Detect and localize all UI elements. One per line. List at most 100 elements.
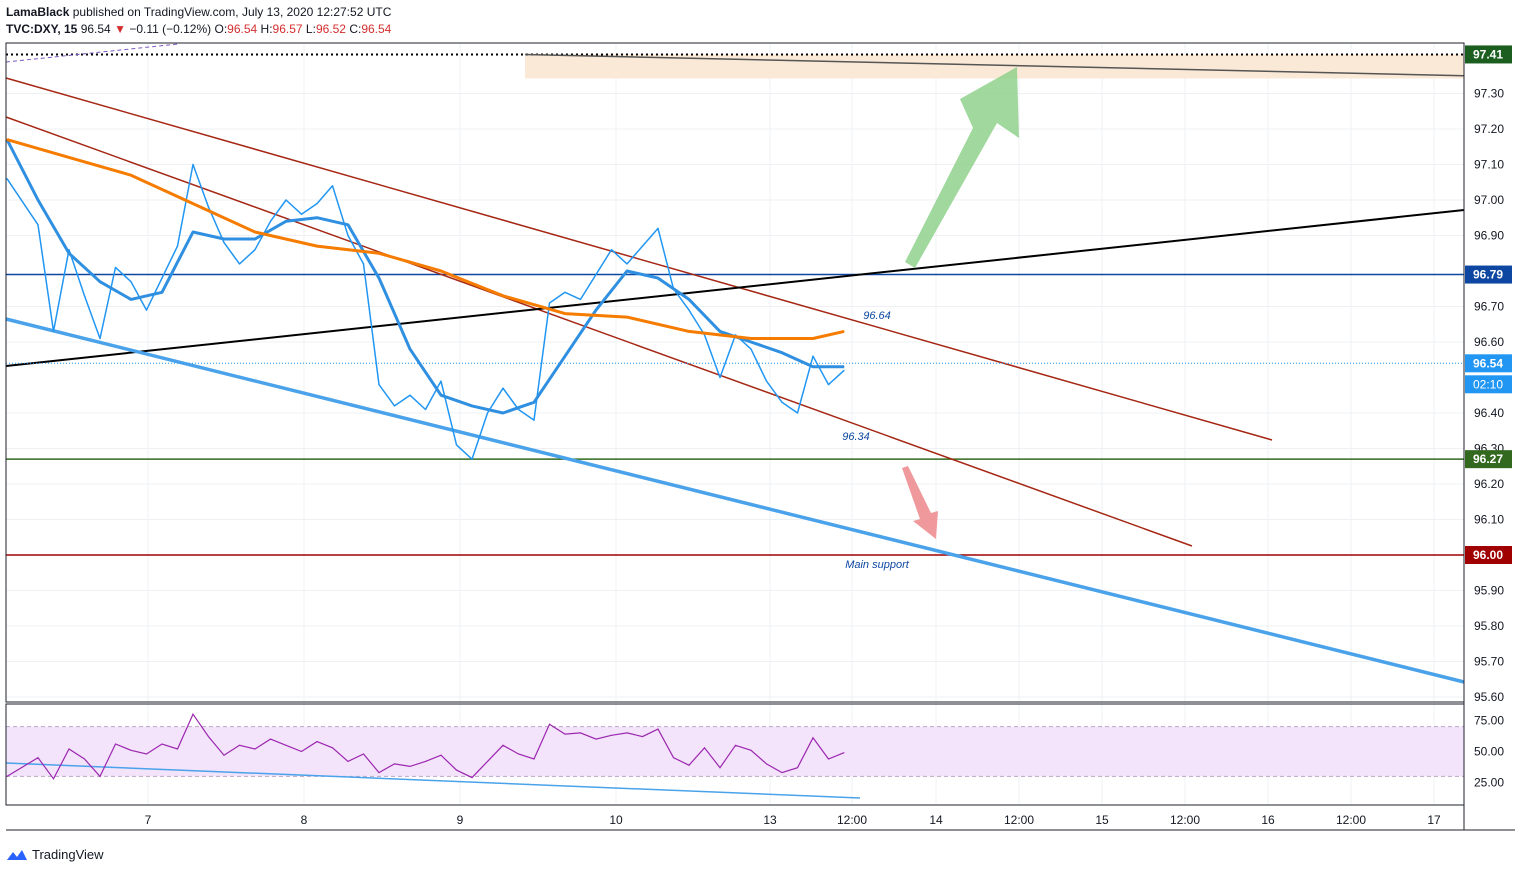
- data-point: [766, 763, 767, 765]
- data-point: [331, 185, 334, 187]
- data-point: [207, 206, 210, 208]
- data-point: [161, 291, 163, 293]
- data-point: [254, 238, 256, 240]
- symbol-label[interactable]: TVC:DXY, 15: [6, 22, 78, 36]
- data-point: [797, 767, 798, 769]
- data-point: [6, 178, 8, 180]
- chart-header: LamaBlack published on TradingView.com, …: [6, 4, 391, 38]
- data-point: [130, 298, 132, 300]
- data-point: [378, 384, 380, 386]
- data-point: [440, 270, 442, 272]
- down-arrow-icon: ▼: [114, 22, 126, 36]
- data-point: [750, 348, 752, 350]
- data-point: [146, 753, 147, 755]
- data-point: [610, 249, 613, 251]
- data-point: [502, 387, 504, 389]
- data-point: [37, 199, 39, 201]
- x-tick-label: 12:00: [1336, 813, 1366, 827]
- data-point: [285, 199, 287, 201]
- data-point: [533, 401, 535, 403]
- data-point: [626, 732, 628, 734]
- data-point: [301, 751, 302, 752]
- data-point: [37, 224, 39, 226]
- chart-annotations: 96.64 96.34 Main support: [842, 310, 910, 571]
- data-point: [6, 139, 8, 141]
- data-point: [208, 736, 209, 738]
- data-point: [502, 744, 504, 746]
- close-label: C:: [349, 22, 362, 36]
- data-point: [161, 277, 163, 279]
- data-point: [750, 337, 752, 340]
- data-point: [688, 298, 690, 300]
- open-value: 96.54: [227, 22, 258, 36]
- data-point: [68, 156, 70, 158]
- data-point: [362, 263, 365, 265]
- data-point: [812, 355, 814, 357]
- data-point: [827, 384, 830, 386]
- data-point: [688, 309, 690, 311]
- rsi-tick-label: 75.00: [1474, 713, 1504, 727]
- data-point: [487, 760, 488, 762]
- data-point: [332, 747, 333, 749]
- rsi-tick-label: 50.00: [1474, 745, 1504, 759]
- author-name[interactable]: LamaBlack: [6, 5, 70, 19]
- data-point: [704, 747, 705, 749]
- y-tick-label: 96.40: [1474, 406, 1504, 420]
- data-point: [68, 252, 70, 254]
- data-point: [114, 266, 117, 269]
- data-point: [424, 408, 427, 411]
- data-point: [37, 757, 39, 759]
- price-tag: [1465, 45, 1512, 64]
- data-point: [812, 366, 814, 368]
- data-point: [84, 758, 85, 760]
- price-tag-label: 96.00: [1473, 548, 1503, 562]
- data-point: [471, 777, 473, 779]
- data-point: [580, 732, 581, 734]
- price-change: −0.11 (−0.12%): [129, 22, 212, 36]
- data-point: [347, 760, 349, 762]
- data-point: [68, 748, 70, 750]
- x-tick-label: 12:00: [837, 813, 867, 827]
- series-price: [6, 163, 845, 460]
- data-point: [549, 723, 550, 725]
- zone-trendline: [524, 53, 1465, 77]
- data-point: [688, 330, 690, 332]
- data-point: [130, 174, 132, 176]
- price-tag: [1465, 354, 1512, 373]
- price-tag: [1465, 450, 1512, 469]
- data-point: [409, 394, 411, 396]
- annotation-label: 96.64: [863, 310, 891, 322]
- y-tick-label: 97.00: [1474, 193, 1504, 207]
- data-point: [812, 337, 814, 340]
- y-tick-label: 95.90: [1474, 584, 1504, 598]
- chart-axes: 7 8 9 10 13 12:00 14 12:00 15 12:00 16 12:00 17 97.30…: [145, 45, 1512, 827]
- data-point: [595, 273, 597, 276]
- forecast-arrows: [902, 67, 1019, 539]
- annotation-label: 96.34: [842, 431, 870, 443]
- data-point: [641, 245, 644, 247]
- data-point: [223, 242, 225, 244]
- countdown-tag: [1465, 375, 1512, 394]
- data-point: [765, 380, 768, 382]
- data-point: [533, 419, 535, 421]
- x-tick-label: 9: [457, 813, 464, 827]
- data-point: [595, 309, 597, 311]
- data-point: [548, 302, 551, 304]
- data-point: [781, 772, 783, 774]
- y-tick-label: 95.60: [1474, 690, 1504, 704]
- data-point: [99, 281, 101, 283]
- low-label: L:: [305, 22, 316, 36]
- price-tag: [1465, 546, 1512, 564]
- channel-upper-line: [5, 77, 1273, 441]
- drawn-trendlines: [5, 43, 1465, 799]
- y-tick-label: 95.80: [1474, 619, 1504, 633]
- tradingview-brand[interactable]: TradingView: [6, 847, 104, 862]
- y-tick-label: 95.70: [1474, 655, 1504, 669]
- y-tick-label: 96.10: [1474, 513, 1504, 527]
- data-point: [177, 748, 178, 750]
- data-point: [564, 355, 566, 357]
- data-point: [626, 263, 628, 265]
- data-point: [115, 743, 116, 745]
- data-point: [83, 295, 86, 297]
